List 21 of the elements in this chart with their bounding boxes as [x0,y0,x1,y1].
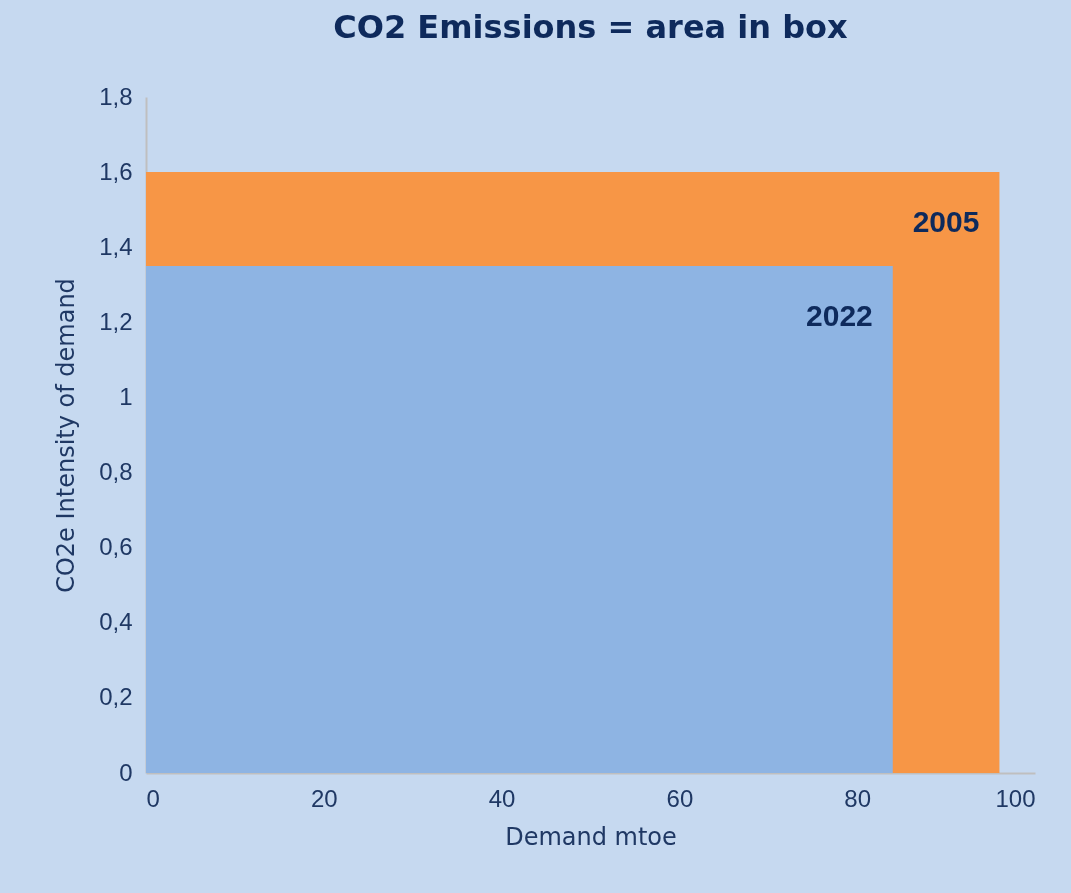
y-tick-label: 0,4 [99,608,133,636]
x-tick-label: 80 [844,784,872,812]
x-tick-label: 60 [666,784,694,812]
x-tick-label: 100 [995,784,1036,812]
series-label: 2005 [912,205,980,239]
y-axis-title: CO2e Intensity of demand [52,278,81,593]
x-axis-title: Demand mtoe [505,822,677,851]
y-tick-label: 0,6 [99,533,133,561]
y-tick-label: 1,2 [99,307,133,335]
x-tick-label: 0 [146,784,160,812]
y-tick-label: 0,2 [99,683,133,711]
y-tick-label: 1,6 [99,157,133,185]
chart-title: CO2 Emissions = area in box [333,8,849,46]
x-tick-label: 20 [310,784,338,812]
series-label: 2022 [806,299,873,332]
y-tick-label: 1 [119,382,133,410]
y-tick-label: 1,8 [99,82,133,110]
x-tick-label: 40 [488,784,516,812]
y-tick-label: 0,8 [99,458,133,486]
y-tick-label: 0 [119,758,133,786]
y-tick-label: 1,4 [99,232,133,260]
